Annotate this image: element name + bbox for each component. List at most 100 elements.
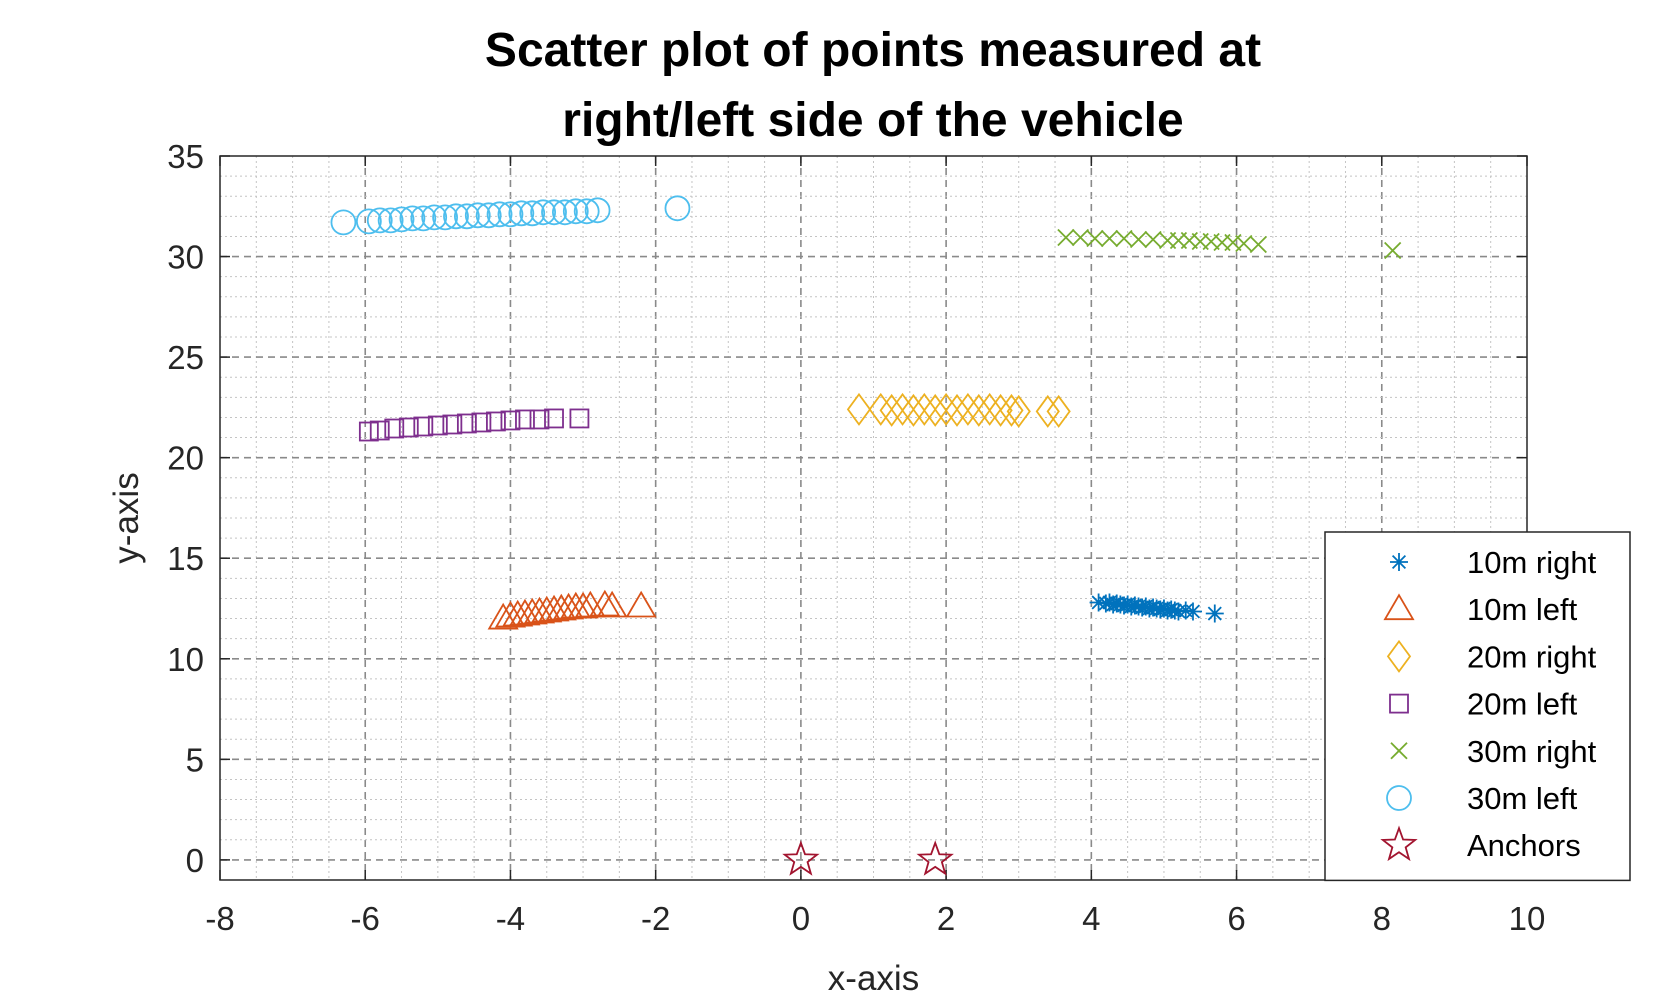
legend-marker — [1380, 825, 1418, 862]
data-point — [625, 590, 657, 618]
data-point — [567, 591, 599, 619]
data-point — [955, 392, 981, 426]
series-6 — [782, 840, 954, 876]
data-point — [500, 410, 521, 431]
data-points — [330, 195, 1402, 876]
data-point — [413, 416, 434, 437]
data-point — [508, 200, 535, 227]
data-point — [453, 203, 480, 230]
data-point — [377, 207, 404, 234]
data-point — [1151, 600, 1170, 619]
data-point — [464, 202, 491, 229]
legend-marker — [1389, 693, 1409, 714]
data-point — [664, 195, 691, 222]
series-2 — [846, 392, 1071, 428]
x-tick-label: 4 — [1082, 900, 1100, 937]
data-point — [1129, 230, 1148, 249]
data-point — [1118, 595, 1137, 614]
y-tick-label: 0 — [186, 842, 204, 879]
data-point — [562, 198, 589, 225]
data-point — [1144, 230, 1162, 249]
data-point — [569, 408, 590, 429]
series-0 — [1089, 593, 1224, 623]
axis-ticks: -8 -6 -4 -2 0 2 4 6 8 10 0 5 10 15 20 25 30 35 — [167, 138, 1545, 937]
legend-marker — [1383, 593, 1415, 621]
data-point — [923, 393, 948, 427]
legend-marker — [1386, 785, 1412, 811]
y-tick-label: 25 — [167, 339, 204, 376]
data-point — [933, 392, 959, 426]
data-point — [456, 413, 477, 434]
data-point — [1086, 229, 1104, 248]
data-point — [519, 200, 546, 227]
data-point — [486, 201, 513, 228]
data-point — [1136, 597, 1155, 616]
grid — [220, 156, 1527, 880]
legend-label: Anchors — [1467, 828, 1581, 863]
data-point — [1169, 602, 1188, 621]
x-tick-label: -2 — [641, 900, 670, 937]
data-point — [1035, 394, 1060, 428]
series-5 — [330, 195, 691, 236]
data-point — [443, 203, 469, 230]
legend-label: 20m right — [1467, 639, 1597, 674]
data-point — [573, 198, 600, 225]
legend-label: 20m left — [1467, 687, 1578, 722]
legend-marker — [1390, 742, 1408, 760]
data-point — [846, 392, 872, 426]
y-tick-label: 15 — [167, 540, 204, 577]
data-point — [944, 393, 970, 427]
data-point — [544, 408, 564, 429]
data-point — [1115, 229, 1133, 248]
data-point — [1183, 602, 1202, 621]
data-point — [1006, 394, 1031, 428]
data-point — [782, 840, 820, 876]
data-point — [901, 393, 926, 427]
data-point — [1125, 596, 1144, 615]
data-point — [1249, 235, 1267, 254]
data-point — [1071, 228, 1090, 247]
data-point — [584, 197, 611, 224]
data-point — [1057, 228, 1075, 247]
data-point — [1100, 229, 1119, 248]
data-point — [912, 392, 937, 426]
data-point — [1176, 601, 1195, 620]
legend-label: 10m right — [1467, 545, 1597, 580]
data-point — [388, 206, 415, 233]
x-tick-label: 8 — [1373, 900, 1391, 937]
data-point — [1089, 593, 1108, 612]
data-point — [515, 409, 535, 430]
x-axis-label: x-axis — [828, 959, 919, 998]
data-point — [330, 209, 357, 236]
data-point — [410, 205, 437, 232]
legend-label: 30m left — [1467, 781, 1578, 816]
legend-label: 30m right — [1467, 734, 1597, 769]
data-point — [1115, 596, 1134, 615]
data-point — [497, 201, 524, 228]
legend-box — [1324, 531, 1631, 882]
data-point — [596, 590, 628, 618]
data-point — [1100, 593, 1119, 612]
data-point — [988, 393, 1013, 427]
data-point — [916, 840, 954, 876]
data-point — [879, 393, 904, 427]
data-point — [541, 199, 567, 226]
series-1 — [487, 589, 657, 630]
legend-marker — [1386, 639, 1412, 673]
y-tick-label: 30 — [167, 239, 204, 276]
data-point — [355, 208, 382, 235]
data-point — [1165, 601, 1184, 620]
data-point — [589, 589, 621, 617]
data-point — [1154, 599, 1173, 618]
data-point — [366, 207, 393, 234]
data-point — [358, 421, 379, 442]
series-4 — [1057, 228, 1402, 260]
y-tick-label: 20 — [167, 440, 204, 477]
data-point — [1107, 594, 1126, 613]
y-tick-label: 5 — [186, 741, 204, 778]
data-point — [529, 409, 550, 430]
plot-area — [219, 155, 1528, 881]
data-point — [487, 602, 519, 630]
x-tick-label: -4 — [496, 900, 525, 937]
